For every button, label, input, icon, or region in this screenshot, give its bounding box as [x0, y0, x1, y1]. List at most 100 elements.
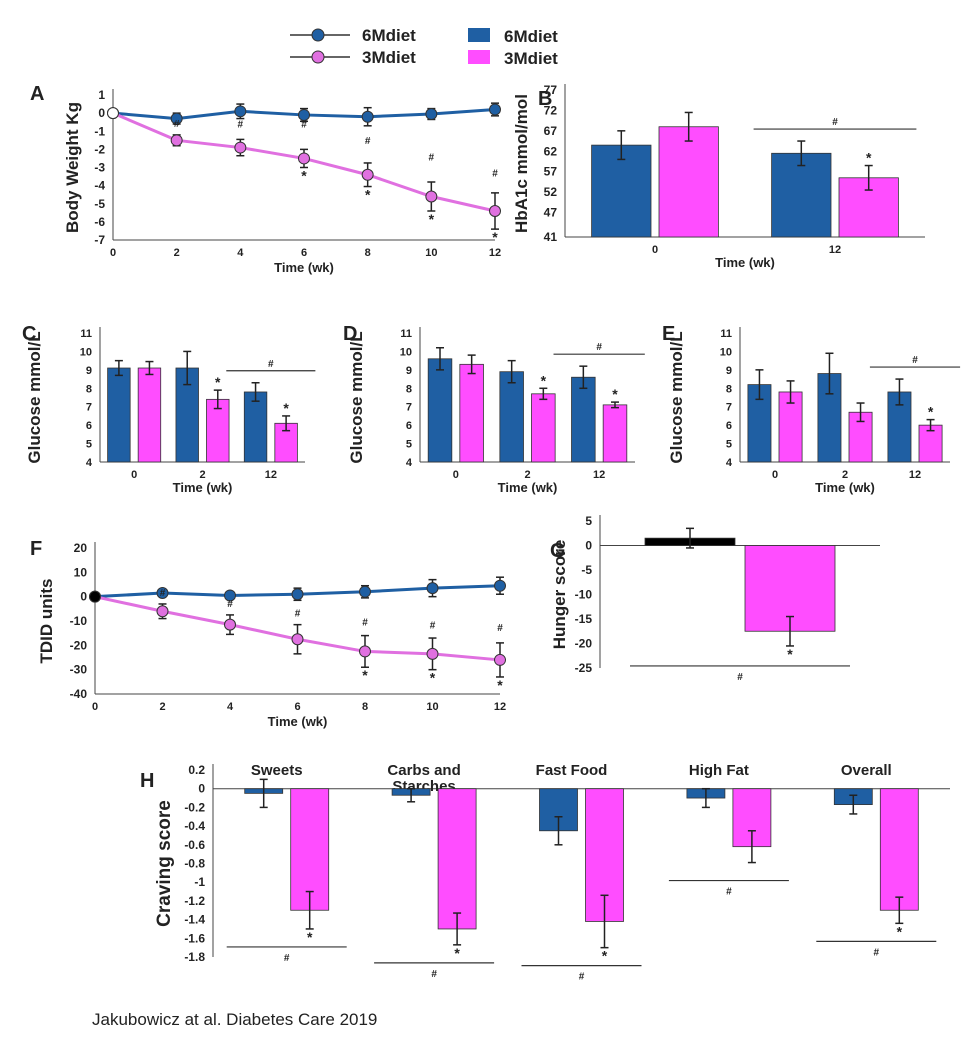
- x-tick-label: 0: [131, 469, 137, 481]
- x-tick-label: 4: [237, 247, 244, 259]
- x-axis-label: Time (wk): [274, 260, 334, 275]
- y-tick-label: -1: [194, 875, 205, 889]
- significance-star: *: [454, 945, 460, 961]
- y-tick-label: -10: [70, 614, 88, 628]
- legend-marker-3m: [311, 50, 325, 64]
- y-axis-label: Craving score: [154, 800, 175, 927]
- y-tick-label: 52: [544, 185, 558, 199]
- panel-C: C 11 10 9 8 7 6 5 4 Glucose mmol/L Time (wk) 0 2 * 12 *…: [22, 323, 316, 495]
- y-tick-label: 0: [198, 782, 205, 796]
- y-axis-label: Glucose mmol/L: [667, 331, 686, 463]
- x-tick-label: 0: [453, 469, 459, 481]
- y-tick-label: 4: [86, 457, 93, 469]
- y-tick-label: 4: [726, 457, 733, 469]
- legend-bar-label-6m: 6Mdiet: [504, 27, 558, 46]
- bar-3Mdiet: [290, 788, 330, 911]
- y-axis-label: Body Weight Kg: [63, 102, 82, 233]
- significance-star: *: [602, 948, 608, 964]
- panel-label: B: [538, 88, 552, 110]
- data-point-3Mdiet: [359, 645, 371, 658]
- x-tick-label: 10: [426, 701, 438, 713]
- significance-star: *: [897, 923, 903, 939]
- data-point-6Mdiet: [234, 105, 247, 118]
- bar-3Mdiet: [602, 404, 628, 463]
- significance-hash: #: [832, 117, 838, 128]
- y-tick-label: 5: [585, 514, 592, 528]
- y-tick-label: 0.2: [188, 763, 205, 777]
- y-tick-label: -6: [94, 215, 105, 229]
- data-point-6Mdiet: [291, 588, 304, 601]
- y-tick-label: 0: [585, 539, 592, 553]
- y-tick-label: 57: [544, 165, 558, 179]
- panel-label: D: [343, 323, 357, 345]
- panel-label: A: [30, 83, 44, 105]
- data-point-3Mdiet: [224, 618, 236, 631]
- significance-star: *: [430, 670, 436, 686]
- legend-line-label-6m: 6Mdiet: [362, 26, 416, 45]
- bar-6Mdiet: [107, 367, 131, 463]
- data-point-3Mdiet: [425, 190, 438, 203]
- significance-hash: #: [874, 947, 880, 958]
- y-tick-label: -1.8: [184, 950, 205, 964]
- y-axis-label: Glucose mmol/L: [347, 331, 366, 463]
- x-axis-label: Time (wk): [715, 255, 775, 270]
- y-tick-label: 20: [74, 541, 88, 555]
- x-tick-label: 12: [494, 701, 506, 713]
- y-tick-label: -1.2: [184, 894, 205, 908]
- y-tick-label: -10: [575, 588, 593, 602]
- significance-hash: #: [497, 623, 503, 634]
- y-tick-label: 7: [406, 402, 412, 414]
- y-tick-label: -1.4: [184, 913, 205, 927]
- category-label: Fast Food: [536, 762, 608, 779]
- significance-hash: #: [492, 169, 498, 180]
- y-tick-label: 6: [86, 420, 92, 432]
- x-tick-label: 2: [174, 247, 180, 259]
- y-tick-label: 10: [74, 565, 88, 579]
- y-axis-label: Hunger score: [550, 540, 569, 650]
- panel-H: H 0.2 0 -0.2 -0.4 -0.6 -0.8 -1 -1.2 -1.4 -1.6 -1.8 C…: [140, 762, 950, 983]
- y-tick-label: -0.8: [184, 857, 205, 871]
- x-axis-label: Time (wk): [815, 480, 875, 495]
- significance-hash: #: [431, 969, 437, 980]
- significance-star: *: [301, 168, 307, 184]
- x-tick-label: 6: [301, 247, 307, 259]
- significance-star: *: [497, 677, 503, 693]
- category-label: Overall: [841, 762, 892, 779]
- significance-star: *: [362, 667, 368, 683]
- significance-star: *: [429, 211, 435, 227]
- y-tick-label: 62: [544, 144, 558, 158]
- y-tick-label: -20: [70, 638, 88, 652]
- panel-label: E: [662, 323, 675, 345]
- legend-bar-label-3m: 3Mdiet: [504, 49, 558, 68]
- y-axis-label: HbA1c mmol/mol: [512, 94, 531, 233]
- significance-star: *: [787, 646, 793, 662]
- x-tick-label: 8: [365, 247, 371, 259]
- x-tick-label: 8: [362, 701, 368, 713]
- y-tick-label: 10: [80, 346, 92, 358]
- citation: Jakubowicz at al. Diabetes Care 2019: [92, 1010, 378, 1029]
- x-tick-label: 0: [110, 247, 116, 259]
- panel-G: G 5 0 -5 -10 -15 -20 -25 Hunger score * #: [550, 514, 880, 683]
- bar-6Mdiet: [427, 358, 453, 463]
- significance-hash: #: [268, 359, 274, 370]
- significance-hash: #: [596, 342, 602, 353]
- y-axis-label: TDID units: [37, 579, 56, 664]
- y-tick-label: -7: [94, 233, 105, 247]
- data-point-3Mdiet: [234, 141, 247, 154]
- x-tick-label: 12: [593, 469, 605, 481]
- y-tick-label: 8: [726, 383, 732, 395]
- significance-star: *: [866, 150, 872, 166]
- y-tick-label: -2: [94, 142, 105, 156]
- y-tick-label: 5: [406, 439, 412, 451]
- legend-lines: 6Mdiet 3Mdiet: [290, 26, 416, 67]
- significance-hash: #: [238, 120, 244, 131]
- data-point-3Mdiet: [170, 134, 183, 147]
- data-point-6Mdiet: [361, 110, 374, 123]
- y-tick-label: 10: [720, 346, 732, 358]
- x-tick-label: 12: [829, 244, 841, 256]
- y-tick-label: 9: [406, 365, 412, 377]
- y-tick-label: -0.4: [184, 819, 205, 833]
- y-tick-label: 8: [86, 383, 92, 395]
- bar-3Mdiet: [137, 367, 162, 463]
